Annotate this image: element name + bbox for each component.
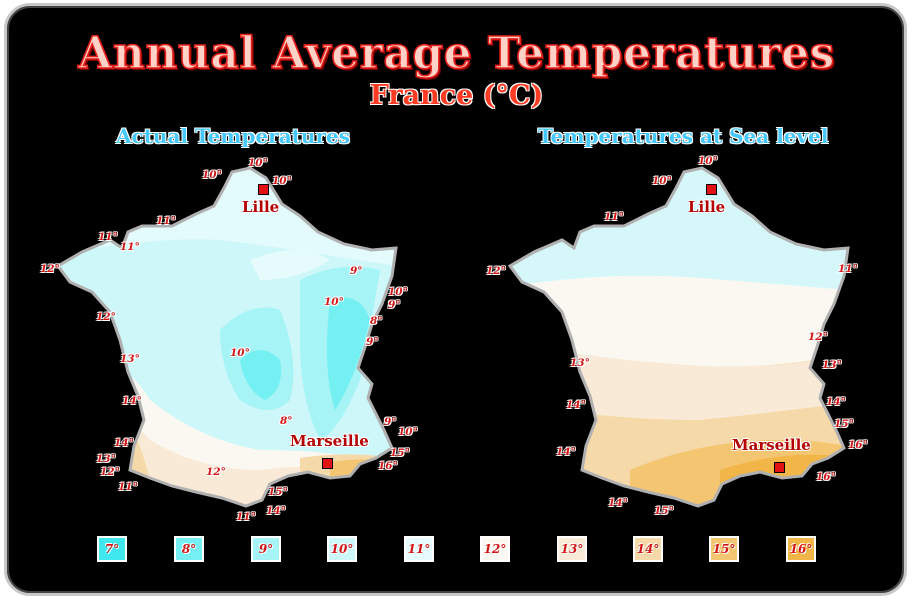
panel-title-actual: Actual Temperatures (116, 124, 350, 148)
temp-label: 12° (486, 265, 506, 277)
temp-label: 12° (808, 331, 828, 343)
city-label-marseille: Marseille (732, 436, 811, 454)
temp-label: 12° (40, 263, 60, 275)
temp-label: 15° (654, 505, 674, 517)
temp-label: 15° (834, 418, 854, 430)
temp-label: 10° (324, 296, 344, 308)
temp-label: 13° (822, 359, 842, 371)
temp-label: 10° (230, 347, 250, 359)
temp-label: 9° (384, 416, 397, 428)
temp-label: 9° (366, 336, 379, 348)
temp-label: 16° (848, 439, 868, 451)
marseille-marker (322, 458, 333, 469)
temp-label: 11° (118, 481, 138, 493)
temp-label: 16° (378, 460, 398, 472)
temp-label: 14° (608, 497, 628, 509)
map-subtitle: France (°C) (369, 80, 544, 111)
temp-label: 10° (388, 286, 408, 298)
temp-label: 13° (570, 357, 590, 369)
city-label-lille: Lille (688, 198, 726, 216)
temp-label: 15° (390, 447, 410, 459)
legend-swatch: 15° (709, 536, 739, 562)
temp-label: 12° (96, 311, 116, 323)
temp-label: 14° (556, 446, 576, 458)
legend-swatch: 9° (251, 536, 281, 562)
temp-label: 8° (280, 415, 293, 427)
temperature-legend: 7° 8° 9° 10° 11° 12° 13° 14° 15° 16° (0, 536, 913, 564)
temp-label: 13° (96, 453, 116, 465)
lille-marker (258, 184, 269, 195)
temp-label: 12° (206, 466, 226, 478)
legend-swatch: 8° (174, 536, 204, 562)
lille-marker (706, 184, 717, 195)
city-label-marseille: Marseille (290, 432, 369, 450)
temp-label: 9° (388, 299, 401, 311)
city-label-lille: Lille (242, 198, 280, 216)
temp-label: 14° (266, 505, 286, 517)
temp-label: 10° (652, 175, 672, 187)
legend-swatch: 11° (404, 536, 434, 562)
temp-label: 12° (100, 466, 120, 478)
panel-title-sea-level: Temperatures at Sea level (538, 124, 829, 148)
temp-label: 11° (120, 241, 140, 253)
legend-swatch: 13° (557, 536, 587, 562)
temp-label: 14° (826, 396, 846, 408)
temp-label: 11° (604, 211, 624, 223)
actual-temperature-map (58, 168, 396, 506)
temp-label: 14° (122, 395, 142, 407)
temp-label: 11° (236, 511, 256, 523)
legend-swatch: 12° (480, 536, 510, 562)
temp-label: 10° (202, 169, 222, 181)
temp-label: 9° (350, 265, 363, 277)
temp-label: 10° (248, 157, 268, 169)
temp-label: 8° (370, 315, 383, 327)
map-title: Annual Average Temperatures (77, 27, 835, 80)
legend-swatch: 14° (633, 536, 663, 562)
temp-label: 11° (156, 215, 176, 227)
temp-label: 14° (114, 437, 134, 449)
temp-label: 10° (698, 155, 718, 167)
temp-label: 13° (120, 353, 140, 365)
temp-label: 15° (268, 486, 288, 498)
temp-label: 11° (838, 263, 858, 275)
temp-label: 16° (816, 471, 836, 483)
legend-swatch: 7° (97, 536, 127, 562)
temp-label: 14° (566, 399, 586, 411)
marseille-marker (774, 462, 785, 473)
temp-label: 10° (272, 175, 292, 187)
temp-label: 10° (398, 426, 418, 438)
legend-swatch: 16° (786, 536, 816, 562)
temp-label: 11° (98, 231, 118, 243)
legend-swatch: 10° (327, 536, 357, 562)
